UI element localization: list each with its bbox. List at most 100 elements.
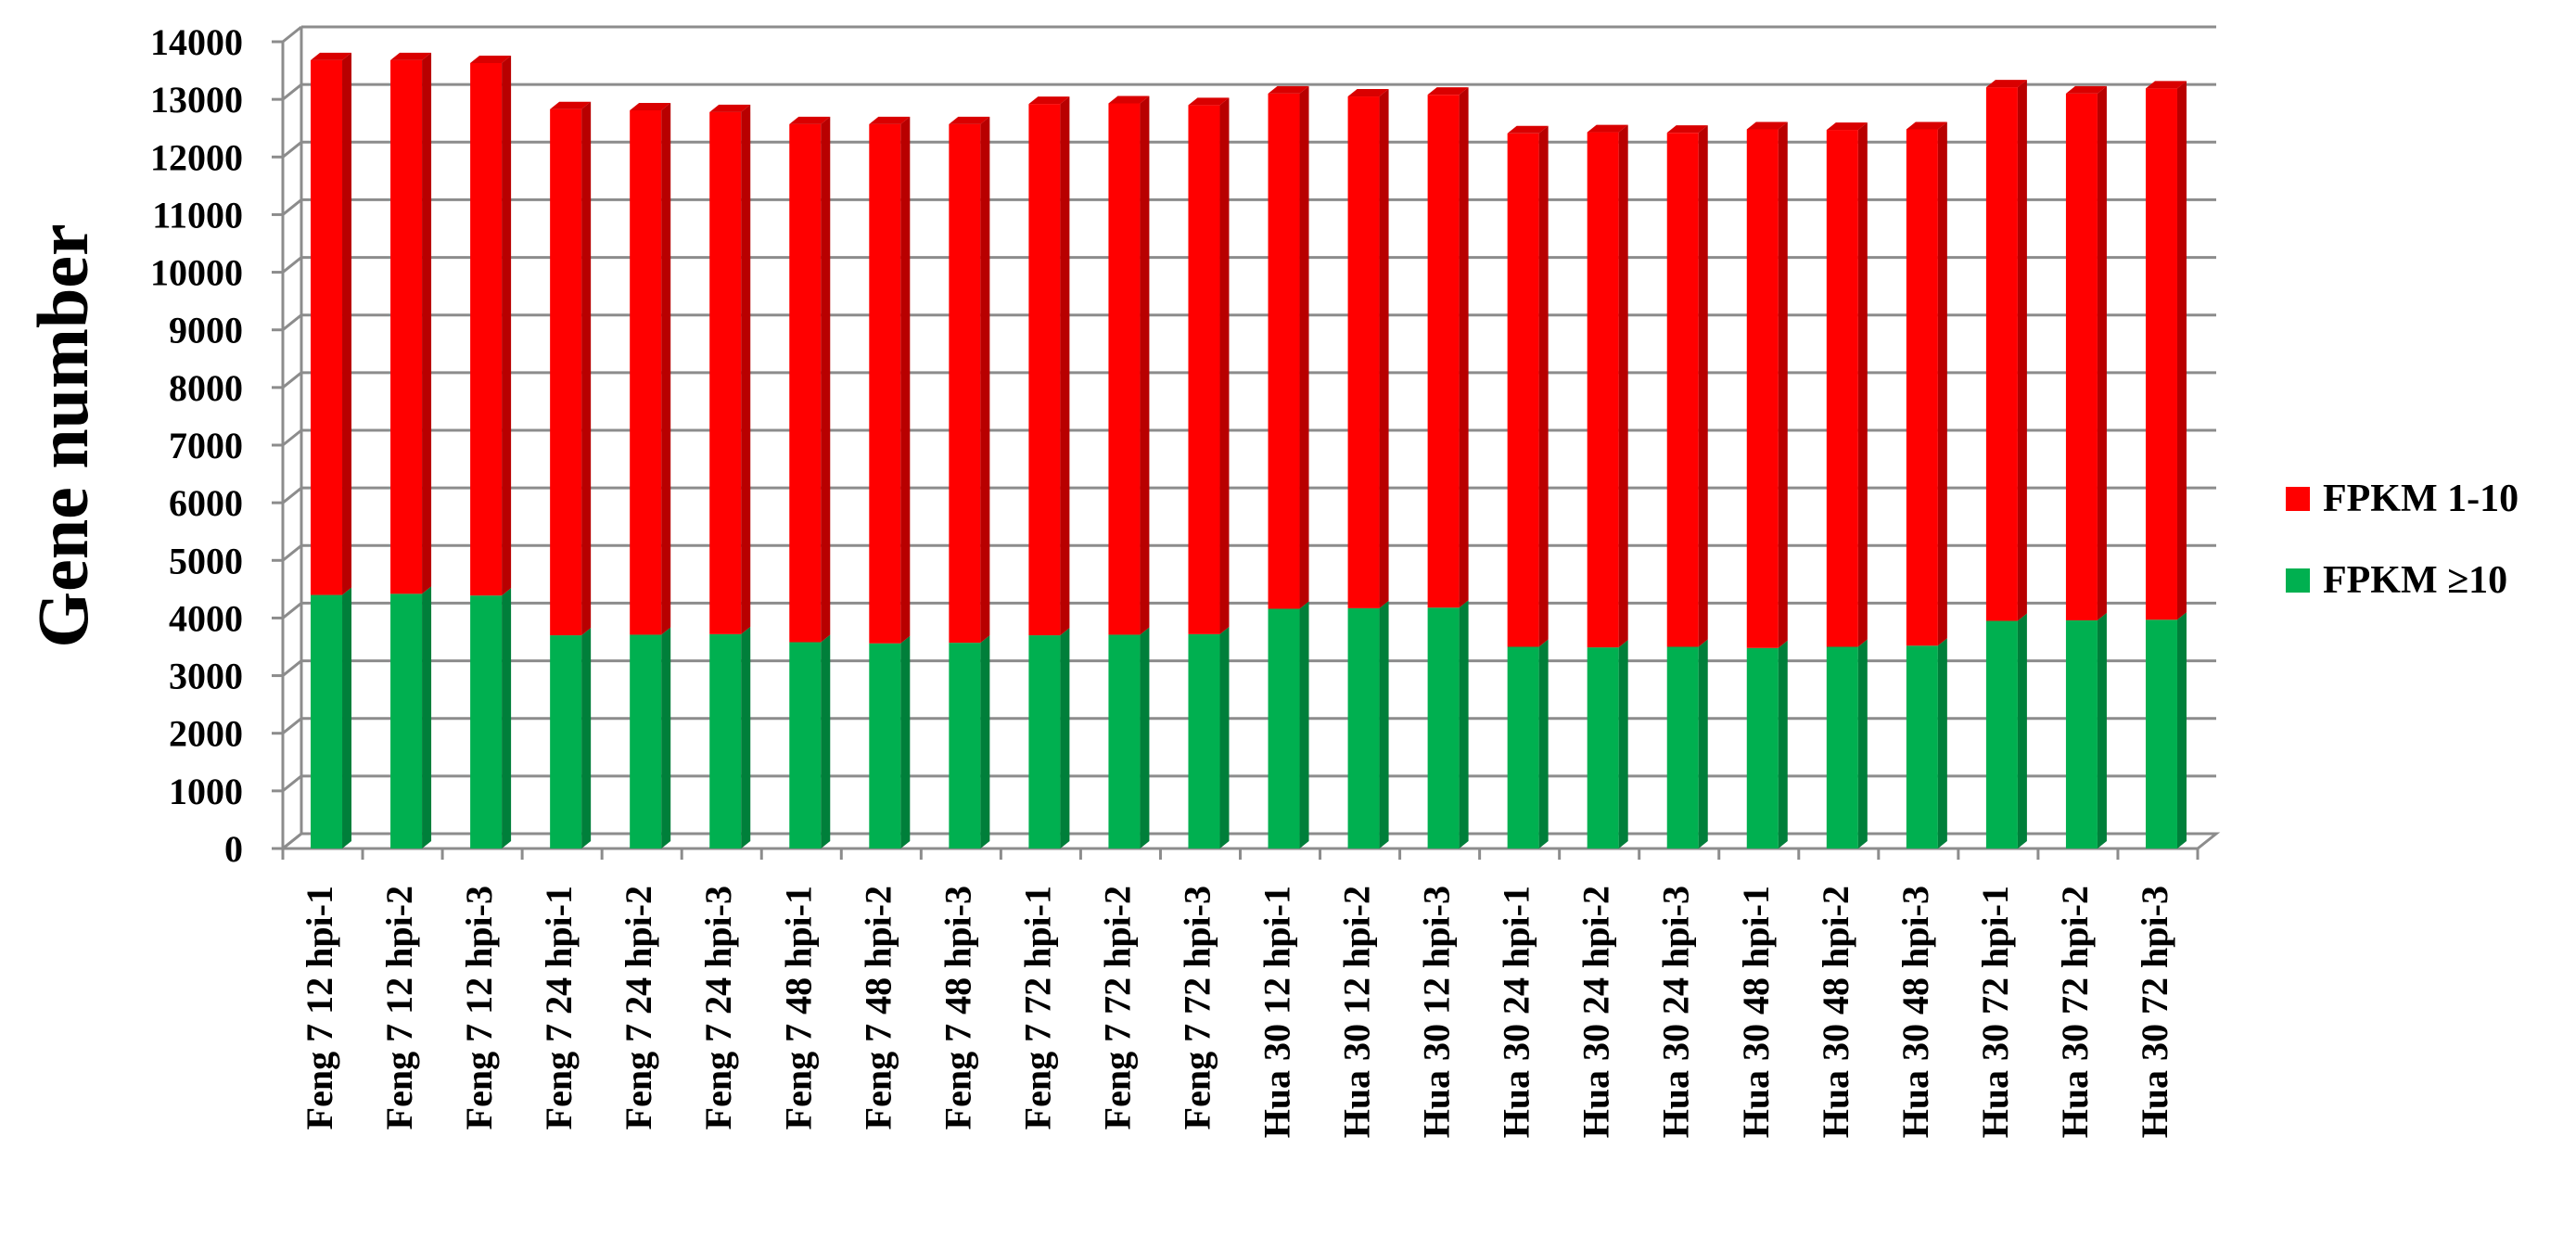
y-tick-label: 5000 (169, 540, 243, 581)
bar-side (1778, 121, 1788, 648)
bar-segment (1108, 103, 1141, 635)
bar-side (1937, 121, 1947, 646)
bar-side (1140, 96, 1150, 635)
bar-side (980, 635, 990, 849)
bar-side (1618, 640, 1628, 849)
bar-side (1219, 97, 1230, 634)
bar-segment (1347, 96, 1380, 608)
bar-side (1857, 639, 1868, 849)
x-tick-label: Feng 7 48 hpi-1 (777, 886, 819, 1130)
grid-line-side (282, 544, 302, 562)
bar-side (741, 104, 751, 634)
y-tick-label: 14000 (150, 21, 243, 63)
bar-side (2097, 612, 2107, 849)
x-tick-label: Feng 7 72 hpi-2 (1096, 886, 1138, 1130)
x-tick-label: Hua 30 72 hpi-3 (2134, 886, 2175, 1138)
grid-lines (282, 25, 2216, 850)
bar-top (470, 55, 512, 63)
bar-side (1299, 601, 1309, 849)
x-tick-label: Feng 7 72 hpi-1 (1016, 886, 1058, 1130)
legend-label: FPKM ≥10 (2323, 559, 2508, 602)
bar-side (422, 586, 432, 849)
y-tick-label: 3000 (169, 656, 243, 697)
y-tick-label: 4000 (169, 597, 243, 639)
bar-side (502, 588, 512, 849)
bar-side (1698, 639, 1708, 849)
bar-segment (1108, 634, 1141, 849)
bar-top (1347, 89, 1389, 97)
bar-side (1618, 124, 1628, 648)
bar-side (1060, 628, 1070, 849)
bar-segment (1507, 646, 1539, 849)
bar-segment (1826, 130, 1858, 647)
grid-line-side (282, 198, 302, 216)
y-tick-label: 2000 (169, 713, 243, 755)
bar-side (661, 627, 671, 849)
bar-segment (1268, 93, 1300, 609)
y-tick-label: 9000 (169, 310, 243, 351)
grid-line-side (282, 313, 302, 331)
bar-top (311, 52, 352, 60)
bar-top (550, 101, 592, 109)
bar-segment (470, 595, 503, 849)
x-tick-label: Hua 30 24 hpi-3 (1655, 886, 1697, 1138)
bar-side (1538, 639, 1549, 849)
bar-top (1268, 85, 1309, 94)
bar-side (1379, 600, 1389, 849)
bar-side (900, 635, 911, 849)
bar-segment (1985, 620, 2018, 849)
bar-top (1587, 124, 1628, 133)
bar-side (980, 116, 990, 644)
bar-segment (1427, 95, 1460, 608)
legend-label: FPKM 1-10 (2323, 478, 2519, 520)
x-tick-label: Feng 7 12 hpi-3 (458, 886, 500, 1130)
bar-segment (470, 62, 503, 596)
bar-segment (311, 59, 343, 595)
grid-line-side (282, 602, 302, 619)
bar-top (789, 116, 831, 124)
x-tick-label: Hua 30 72 hpi-1 (1974, 886, 2016, 1138)
bar-segment (630, 109, 662, 635)
bar-segment (789, 123, 822, 643)
bar-segment (1028, 104, 1061, 636)
bar-top (1188, 97, 1230, 106)
x-tick-label: Hua 30 24 hpi-2 (1575, 886, 1617, 1138)
bar-side (342, 52, 352, 595)
bar-segment (1826, 646, 1858, 849)
bar-segment (550, 635, 582, 849)
grid-line-side (282, 717, 302, 734)
x-tick-label: Hua 30 48 hpi-3 (1894, 886, 1936, 1138)
bar-side (900, 116, 911, 644)
bar-segment (1906, 129, 1938, 646)
bar-side (1538, 125, 1549, 647)
bar-side (2097, 85, 2107, 620)
legend-item-fpkm-1-10: FPKM 1-10 (2286, 473, 2519, 525)
y-tick-label: 1000 (169, 771, 243, 812)
bar-segment (1268, 608, 1300, 849)
bar-side (1857, 122, 1868, 647)
bar-side (1219, 626, 1230, 849)
x-tick-label: Feng 7 24 hpi-2 (618, 886, 659, 1130)
y-tick-label: 8000 (169, 367, 243, 409)
bar-side (2017, 80, 2027, 621)
bar-top (2065, 85, 2107, 94)
bar-side (821, 116, 831, 643)
x-tick-label: Feng 7 48 hpi-2 (857, 886, 899, 1130)
bar-side (422, 52, 432, 594)
bar-side (1937, 638, 1947, 849)
bar-top (1666, 125, 1708, 134)
bar-segment (1188, 633, 1220, 849)
bar-segment (949, 123, 981, 644)
bar-top (630, 102, 671, 110)
bar-side (1060, 96, 1070, 636)
bar-segment (550, 108, 582, 636)
bar-segment (2145, 88, 2177, 620)
bar-segment (709, 633, 742, 849)
bar-side (581, 628, 592, 849)
y-axis-title: Gene number (22, 223, 103, 648)
bar-segment (1985, 87, 2018, 621)
legend-swatch-green (2286, 568, 2310, 593)
y-tick-labels: 0 1000 2000 3000 4000 5000 6000 7000 8000 9000 100… (150, 21, 243, 870)
bar-segment (2065, 93, 2098, 620)
